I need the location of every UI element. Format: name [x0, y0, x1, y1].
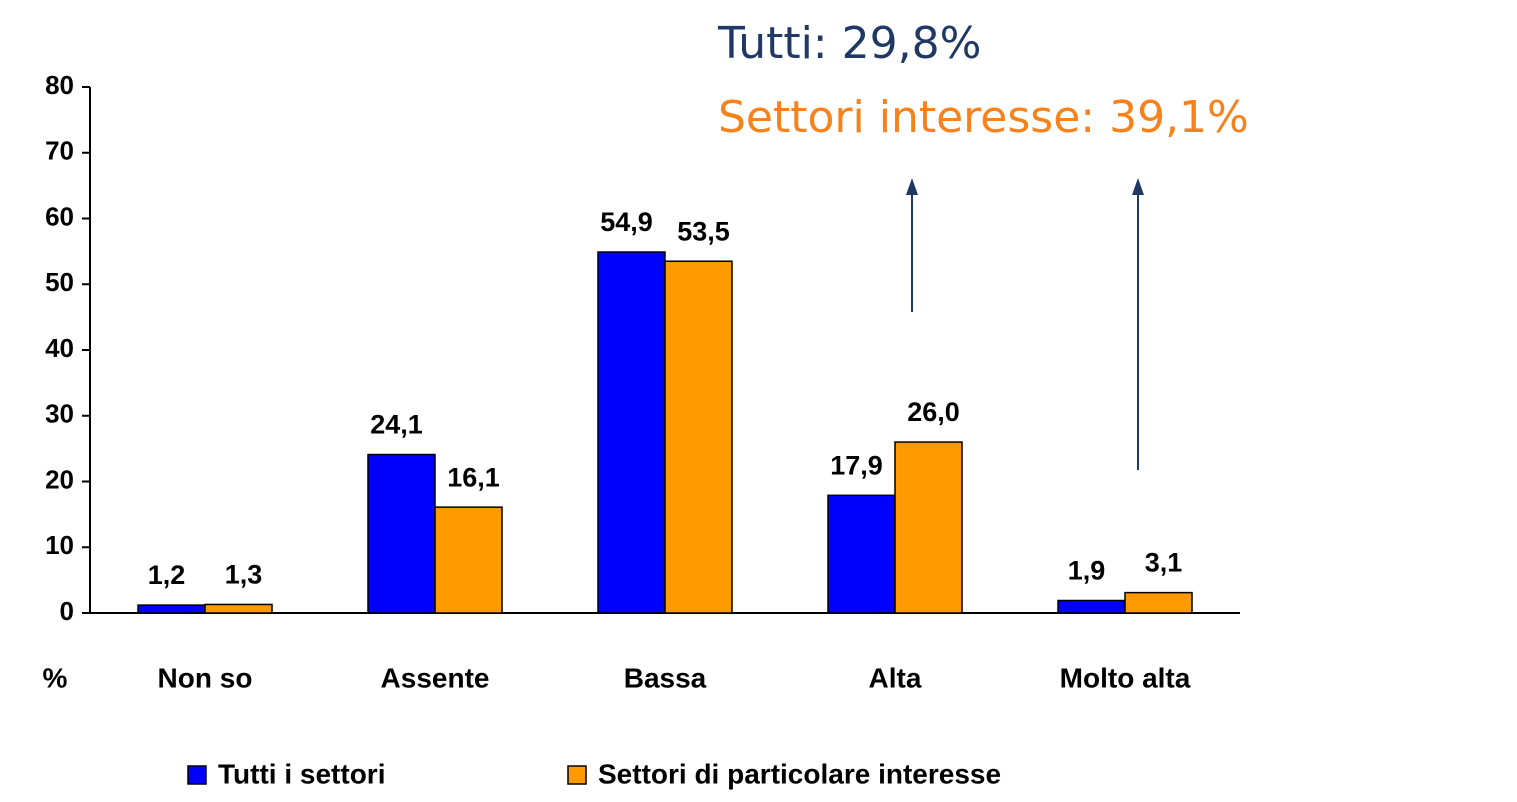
annotation: Settori interesse: 39,1% — [718, 92, 1249, 143]
bar — [827, 494, 896, 614]
x-tick-label: Bassa — [624, 662, 707, 693]
y-tick-label: 30 — [45, 399, 74, 429]
value-label: 1,2 — [148, 560, 186, 590]
value-label: 26,0 — [907, 397, 960, 427]
arrow-head — [1132, 178, 1144, 195]
legend-marker — [187, 765, 207, 785]
y-tick-label: 70 — [45, 136, 74, 166]
value-label: 3,1 — [1145, 548, 1183, 578]
y-tick-label: 20 — [45, 464, 74, 494]
y-axis-label: % — [43, 662, 68, 693]
value-label: 1,3 — [225, 560, 263, 590]
value-label: 24,1 — [370, 410, 423, 440]
bar — [204, 603, 273, 614]
x-tick-label: Assente — [381, 662, 490, 693]
bar — [1057, 599, 1126, 614]
bar — [367, 453, 436, 614]
y-tick-label: 50 — [45, 267, 74, 297]
arrow-head — [906, 178, 918, 195]
bar — [664, 260, 733, 614]
y-tick-label: 40 — [45, 333, 74, 363]
bar — [434, 506, 503, 614]
value-label: 53,5 — [677, 216, 730, 246]
x-tick-label: Molto alta — [1060, 662, 1191, 693]
bar — [137, 604, 206, 614]
value-label: 54,9 — [600, 207, 653, 237]
value-label: 16,1 — [447, 462, 500, 492]
y-tick-label: 60 — [45, 201, 74, 231]
x-tick-label: Non so — [158, 662, 253, 693]
y-tick-label: 0 — [60, 596, 74, 626]
y-tick-label: 10 — [45, 530, 74, 560]
value-label: 1,9 — [1068, 556, 1106, 586]
annotation: Tutti: 29,8% — [717, 18, 981, 69]
x-tick-label: Alta — [869, 662, 922, 693]
legend-label: Settori di particolare interesse — [598, 758, 1001, 789]
bar — [1124, 591, 1193, 614]
bar — [894, 441, 963, 614]
value-label: 17,9 — [830, 450, 883, 480]
bar — [597, 251, 666, 614]
legend-label: Tutti i settori — [218, 758, 385, 789]
legend-marker — [567, 765, 587, 785]
y-tick-label: 80 — [45, 70, 74, 100]
